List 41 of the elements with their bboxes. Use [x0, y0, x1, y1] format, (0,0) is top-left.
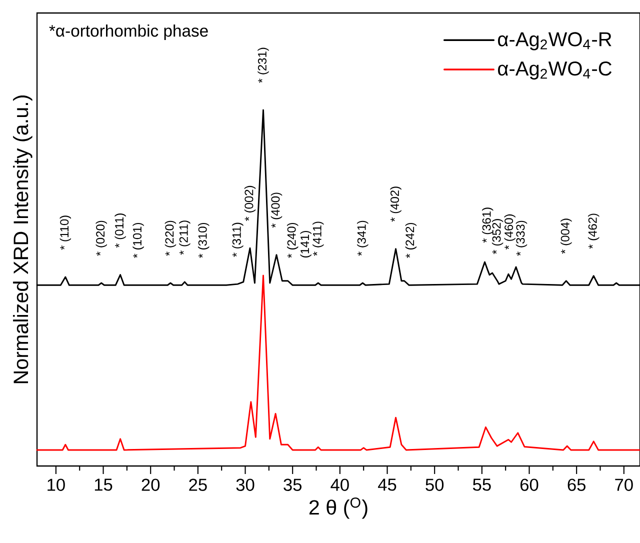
- legend-label: α-Ag$_{2}$WO$_{4}$-C: [498, 61, 612, 80]
- x-tick-label: 65: [568, 478, 586, 491]
- x-tick-label: 45: [378, 478, 396, 491]
- annotation: * (231): [258, 48, 269, 83]
- x-tick-label: 40: [330, 478, 349, 491]
- annotation: * (310): [198, 222, 210, 258]
- annotation: * (402): [390, 186, 402, 222]
- annotation: * (341): [357, 220, 368, 256]
- annotation: * (460): [504, 214, 516, 250]
- annotation: * (240): [287, 222, 298, 258]
- annotation: * (361): [482, 208, 494, 243]
- annotation: * (333): [516, 220, 528, 256]
- x-tick-label: 70: [615, 478, 633, 491]
- x-tick-label: 30: [236, 478, 254, 491]
- legend-label: α-Ag$_{2}$WO$_{4}$-R: [498, 32, 612, 50]
- annotation: * (411): [312, 222, 324, 256]
- x-tick-label: 50: [426, 478, 444, 491]
- x-tick-label: 60: [520, 478, 538, 491]
- annotation: * (211): [179, 220, 190, 255]
- annotation: * (002): [244, 186, 256, 222]
- annotation: * (311): [232, 222, 244, 257]
- text: *α-ortorhombic phase: [49, 24, 208, 40]
- annotation: * (220): [164, 220, 176, 256]
- y-axis-title: Normalized XRD Intensity (a.u.): [13, 96, 32, 384]
- annotation: * (242): [405, 222, 417, 258]
- annotation: * (110): [60, 216, 71, 250]
- x-tick-label: 10: [48, 478, 65, 491]
- x-tick-label: 15: [94, 478, 112, 491]
- x-tick-label: 55: [472, 478, 491, 491]
- x-tick-label: 20: [142, 478, 160, 491]
- annotation: (141): [300, 230, 312, 258]
- annotation: * (352): [492, 219, 504, 254]
- annotation: * (101): [132, 222, 144, 258]
- annotation: * (400): [270, 192, 282, 228]
- annotation: * (004): [560, 218, 572, 254]
- x-axis-title: 2 θ ($^{O}$): [309, 497, 368, 519]
- annotation: * (011): [114, 214, 126, 248]
- x-tick-label: 35: [284, 478, 302, 491]
- annotation: * (020): [96, 220, 107, 256]
- annotation: * (462): [588, 214, 600, 249]
- x-tick-label: 25: [189, 478, 207, 491]
